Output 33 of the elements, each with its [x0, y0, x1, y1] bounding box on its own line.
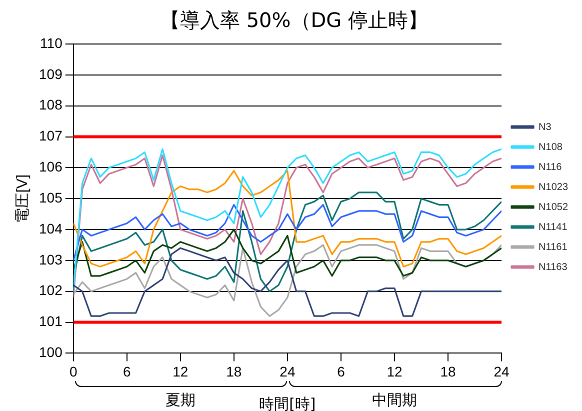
y-axis-title: 電圧[V] [14, 174, 32, 223]
y-tick-label: 108 [39, 96, 63, 113]
y-tick-label: 104 [39, 220, 63, 236]
legend-label: N108 [538, 142, 563, 153]
y-tick-label: 106 [39, 158, 63, 175]
x-tick-label: 24 [280, 363, 296, 380]
x-tick-label: 18 [440, 363, 456, 380]
x-tick-label: 6 [337, 363, 346, 380]
legend-label: N116 [538, 162, 562, 173]
x-axis-title: 時間[時] [259, 395, 316, 411]
y-tick-label: 103 [39, 251, 63, 268]
x-tick-label: 12 [386, 363, 402, 380]
legend-label: N1052 [538, 202, 568, 213]
y-tick-label: 107 [39, 128, 63, 144]
legend-label: N1161 [538, 242, 568, 253]
legend-label: N3 [538, 122, 552, 133]
x-tick-label: 12 [172, 363, 188, 380]
x-tick-label: 24 [494, 363, 510, 380]
x-tick-label: 18 [226, 363, 242, 380]
chart-title: 【導入率 50%（DG 停止時】 [160, 8, 428, 32]
y-tick-label: 100 [39, 344, 63, 360]
legend-label: N1141 [538, 222, 568, 233]
text: 夏期 [165, 391, 196, 410]
x-tick-label: 6 [122, 363, 131, 380]
x-tick-label: 0 [69, 363, 78, 380]
y-tick-label: 109 [39, 66, 63, 82]
y-tick-label: 101 [39, 313, 63, 330]
legend-label: N1023 [538, 182, 568, 193]
legend-label: N1163 [538, 262, 568, 273]
y-tick-label: 105 [39, 189, 63, 206]
text: 中間期 [372, 391, 417, 410]
y-tick-label: 102 [39, 282, 63, 298]
y-tick-label: 110 [40, 34, 63, 51]
